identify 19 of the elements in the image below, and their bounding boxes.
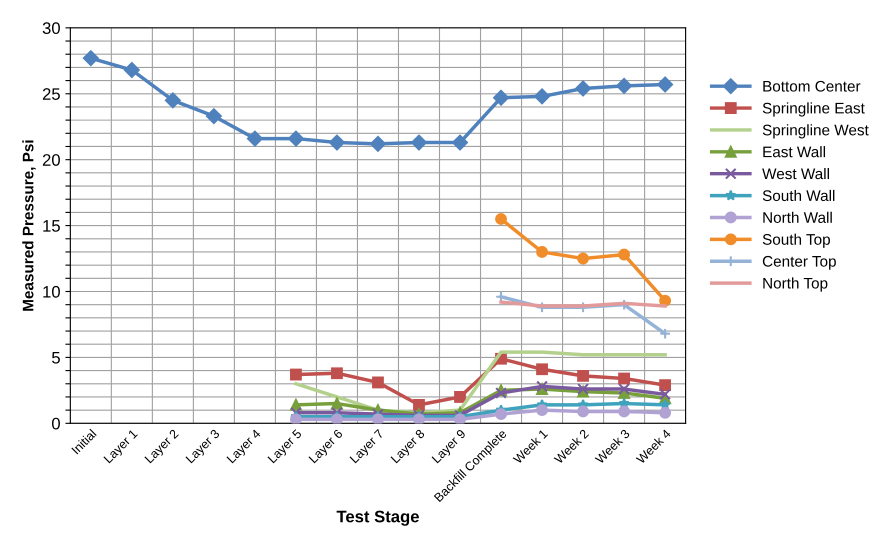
y-tick-label: 20 [42,154,60,166]
legend-label: Bottom Center [763,80,860,92]
x-axis-title: Test Stage [336,510,419,526]
y-tick-label: 30 [42,22,60,34]
legend-label: West Wall [762,168,829,180]
legend-label: North Top [763,277,828,292]
legend-label: Springline East [762,102,865,117]
y-tick-label: 5 [52,352,60,364]
legend-label: Center Top [762,256,836,270]
legend-label: South Top [762,234,830,248]
legend-label: South Wall [762,190,834,202]
legend-label: North Wall [763,212,832,223]
legend-label: East Wall [763,146,826,158]
y-tick-label: 25 [42,88,60,100]
y-axis-title: Measured Pressure, Psi [22,140,36,311]
legend-label: Springline West [762,124,869,138]
y-tick-label: 15 [43,220,60,232]
y-tick-label: 10 [43,286,60,298]
y-tick-label: 0 [52,418,60,430]
